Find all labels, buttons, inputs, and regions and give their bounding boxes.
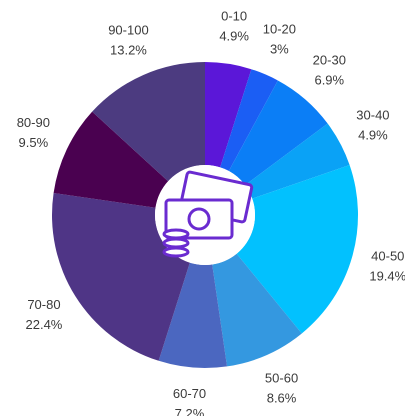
category-label: 20-30	[313, 53, 346, 68]
value-label: 19.4%	[369, 268, 405, 283]
category-label: 40-50	[371, 248, 404, 263]
value-label: 4.9%	[219, 29, 249, 44]
category-label: 80-90	[17, 115, 50, 130]
slice	[245, 123, 350, 199]
category-label: 10-20	[263, 22, 296, 37]
category-label: 30-40	[356, 108, 389, 123]
slices	[51, 62, 358, 368]
category-label: 0-10	[221, 9, 247, 24]
slice	[212, 253, 302, 367]
value-label: 7.2%	[175, 406, 205, 416]
slice	[236, 164, 358, 334]
slice	[205, 62, 252, 168]
slice	[51, 192, 190, 361]
slice	[92, 62, 205, 182]
slice	[53, 111, 169, 208]
category-label: 60-70	[173, 386, 206, 401]
value-label: 8.6%	[267, 390, 297, 405]
category-label: 70-80	[27, 297, 60, 312]
value-label: 4.9%	[358, 128, 388, 143]
slice	[228, 80, 328, 186]
value-label: 6.9%	[314, 73, 344, 88]
money-icon	[162, 170, 254, 258]
slice	[220, 69, 278, 172]
value-label: 3%	[270, 42, 289, 57]
category-label: 90-100	[108, 23, 148, 38]
value-label: 9.5%	[19, 135, 49, 150]
category-label: 50-60	[265, 370, 298, 385]
labels: 0-10 4.9% 10-20 3% 20-30 6.9% 30-40 4.9% 40-50 19…	[17, 9, 405, 416]
value-label: 13.2%	[110, 43, 147, 58]
value-label: 22.4%	[26, 317, 63, 332]
slice	[158, 262, 228, 368]
